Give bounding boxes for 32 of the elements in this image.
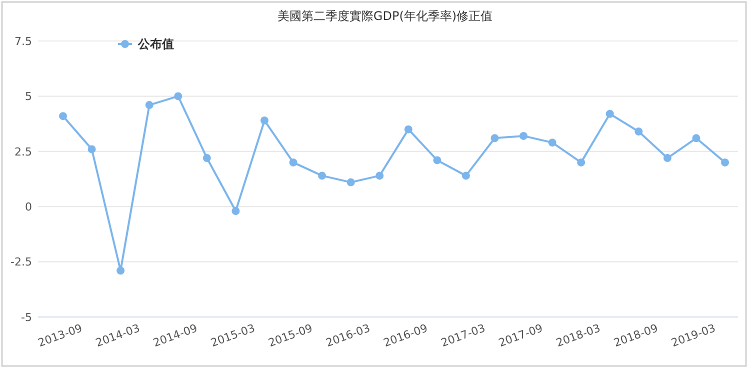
- point: [462, 172, 470, 180]
- y-tick-label: 0: [25, 200, 32, 214]
- point: [692, 134, 700, 142]
- y-tick-label: -2.5: [10, 256, 32, 269]
- point: [634, 128, 643, 136]
- y-tick-label: 7.5: [14, 34, 32, 48]
- point: [433, 156, 442, 164]
- point: [663, 154, 672, 162]
- point: [376, 172, 384, 180]
- point: [145, 101, 154, 110]
- point: [318, 172, 326, 180]
- point: [606, 110, 614, 118]
- point: [404, 125, 412, 134]
- point: [548, 138, 556, 147]
- point: [232, 207, 240, 216]
- point: [260, 116, 268, 124]
- point: [59, 112, 67, 120]
- point: [116, 266, 125, 275]
- point: [174, 92, 182, 100]
- point: [577, 158, 586, 166]
- point: [490, 134, 499, 142]
- y-tick-label: -5: [21, 310, 32, 324]
- legend-label: 公布值: [137, 37, 174, 52]
- point: [346, 178, 355, 186]
- point: [289, 158, 298, 166]
- point: [721, 158, 729, 166]
- point: [88, 145, 96, 154]
- y-tick-label: 5: [25, 90, 32, 104]
- y-tick-label: 2.5: [14, 145, 32, 158]
- point: [520, 132, 528, 140]
- chart-title: 美國第二季度實際GDP(年化季率)修正值: [277, 9, 493, 23]
- point: [202, 154, 211, 162]
